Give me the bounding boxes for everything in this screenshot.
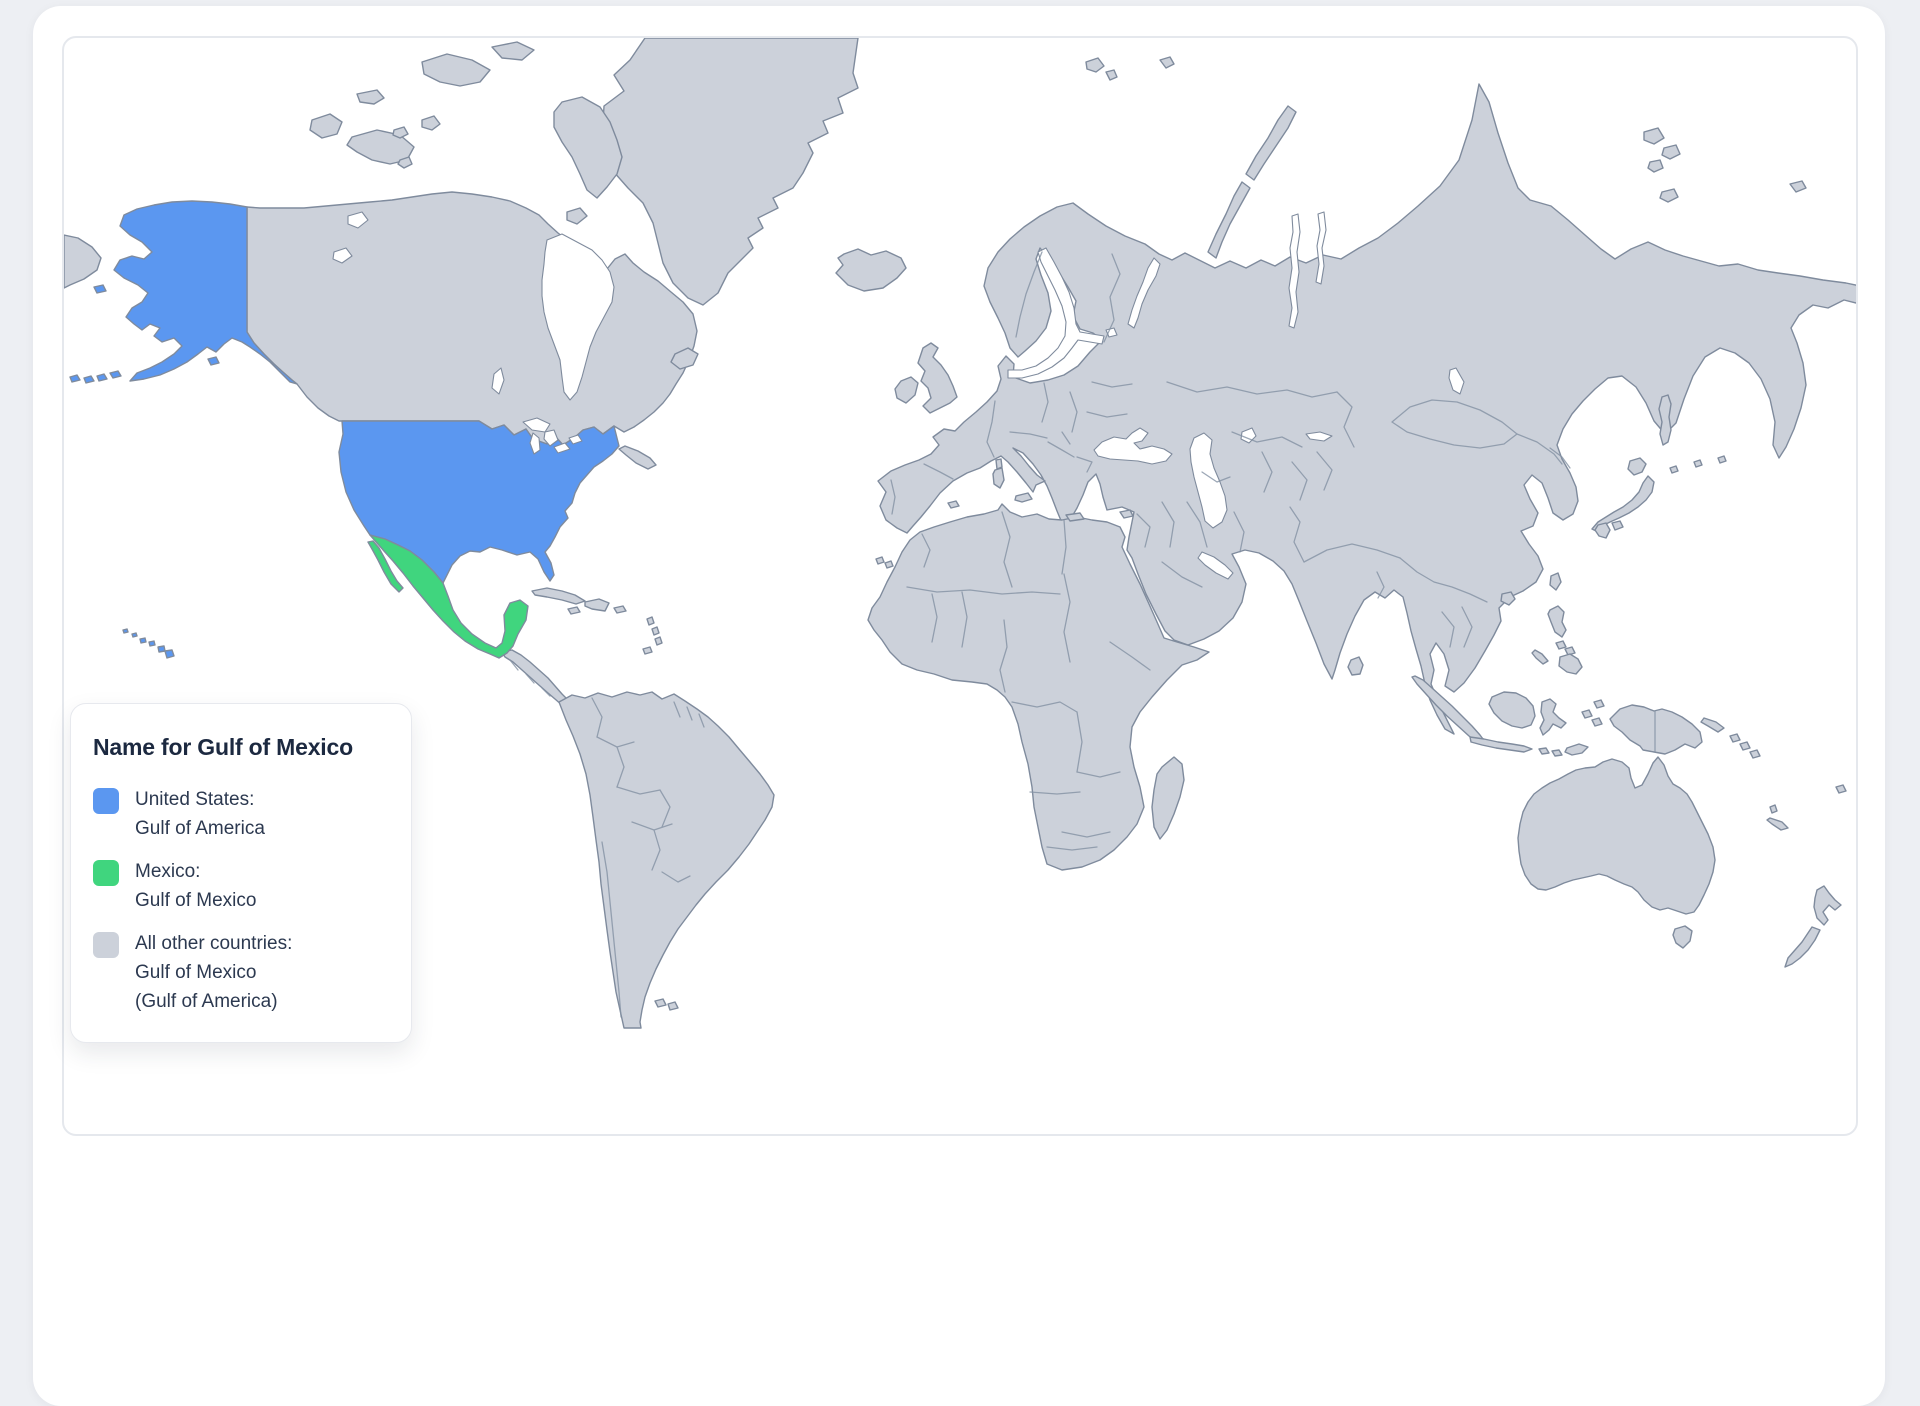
caspian-sea bbox=[1189, 432, 1228, 529]
page: { "page": { "background": "#edeff3" }, "… bbox=[33, 6, 1885, 1406]
region-eurasia[interactable] bbox=[877, 83, 1856, 735]
legend-title: Name for Gulf of Mexico bbox=[93, 734, 353, 760]
legend-item-label: United States: Gulf of America bbox=[135, 789, 265, 839]
water-bodies bbox=[332, 211, 1465, 580]
white-sea bbox=[1127, 257, 1161, 329]
region-new-zealand[interactable] bbox=[1813, 885, 1842, 926]
region-new-guinea[interactable] bbox=[1609, 704, 1703, 755]
region-other-countries[interactable] bbox=[64, 38, 1856, 1029]
legend-item-label: All other countries: Gulf of Mexico (Gul… bbox=[135, 933, 293, 1012]
region-japan[interactable] bbox=[1627, 457, 1647, 476]
legend-item-mexico: Mexico: Gulf of Mexico bbox=[93, 857, 389, 915]
region-ireland[interactable] bbox=[894, 376, 919, 404]
legend-swatch-united-states bbox=[93, 788, 119, 814]
black-sea bbox=[1093, 427, 1173, 465]
world-map[interactable] bbox=[64, 38, 1856, 1134]
great-lakes bbox=[522, 417, 551, 433]
region-cuba[interactable] bbox=[531, 587, 586, 605]
region-madagascar[interactable] bbox=[1151, 756, 1185, 840]
region-hawaii[interactable] bbox=[122, 628, 175, 659]
region-alaska[interactable] bbox=[113, 200, 298, 385]
region-greenland[interactable] bbox=[601, 38, 859, 306]
legend-item-united-states: United States: Gulf of America bbox=[93, 785, 389, 843]
region-borneo[interactable] bbox=[1488, 691, 1536, 729]
region-iceland[interactable] bbox=[835, 248, 907, 292]
persian-gulf bbox=[1197, 551, 1234, 580]
region-australia[interactable] bbox=[1517, 756, 1716, 915]
region-mexico[interactable] bbox=[367, 534, 529, 659]
legend-swatch-all-other-countries bbox=[93, 932, 119, 958]
region-baja-california[interactable] bbox=[367, 540, 404, 593]
map-legend: Name for Gulf of Mexico United States: G… bbox=[70, 703, 412, 1043]
region-united-kingdom[interactable] bbox=[917, 342, 958, 414]
region-mexico-mainland[interactable] bbox=[369, 534, 529, 659]
region-canada[interactable] bbox=[246, 191, 698, 446]
legend-item-all-other-countries: All other countries: Gulf of Mexico (Gul… bbox=[93, 929, 389, 1016]
region-united-states[interactable] bbox=[69, 200, 620, 659]
hudson-bay bbox=[541, 233, 615, 401]
map-panel bbox=[62, 36, 1858, 1136]
country-borders bbox=[509, 251, 1656, 1018]
baltic-sea bbox=[1007, 247, 1105, 379]
legend-swatch-mexico bbox=[93, 860, 119, 886]
region-south-america[interactable] bbox=[558, 691, 775, 1029]
legend-item-label: Mexico: Gulf of Mexico bbox=[135, 861, 257, 911]
region-philippines[interactable] bbox=[1547, 605, 1567, 638]
